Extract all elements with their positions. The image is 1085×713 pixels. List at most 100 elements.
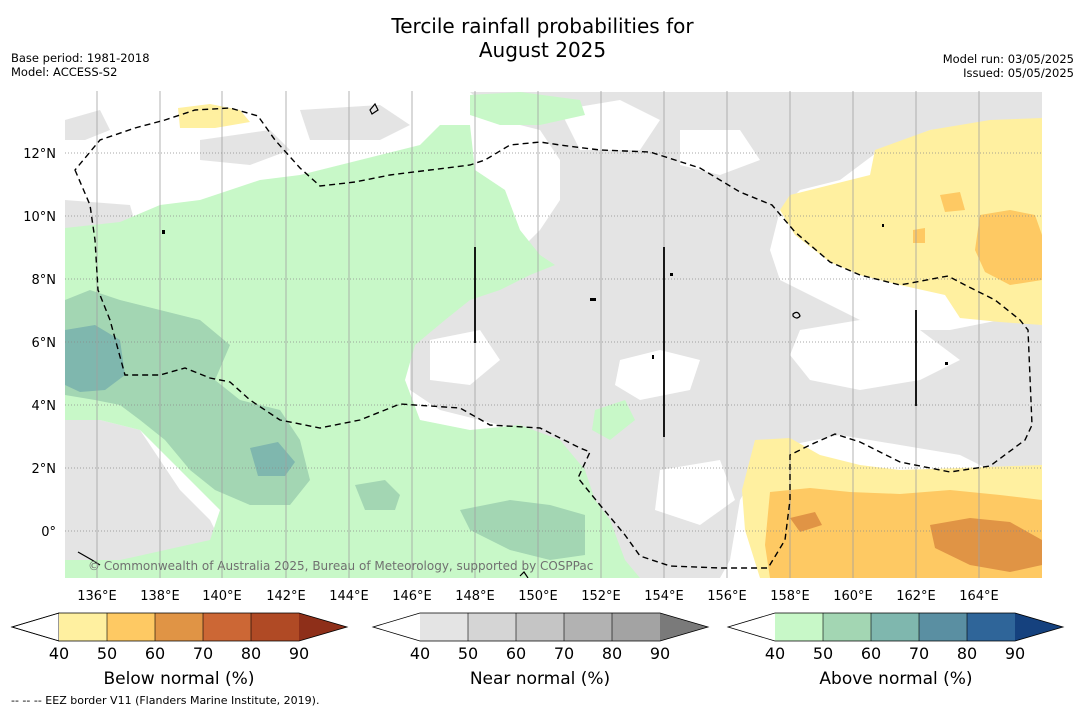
tick-above-40: 40 — [765, 644, 785, 663]
colorbar-below-bin-3 — [155, 613, 203, 641]
tick-near-40: 40 — [410, 644, 430, 663]
gap-south-right — [655, 460, 735, 525]
island-southwest — [77, 551, 101, 566]
lon-label: 158°E — [770, 589, 810, 604]
copyright-credit: © Commonwealth of Australia 2025, Bureau… — [88, 559, 593, 573]
tick-near-80: 80 — [602, 644, 622, 663]
gap-center-east — [790, 320, 960, 390]
colorbar-below-upper-cap — [299, 613, 347, 641]
chart-title: Tercile rainfall probabilities for Augus… — [0, 14, 1085, 62]
title-line-2: August 2025 — [478, 38, 607, 62]
tick-below-60: 60 — [145, 644, 165, 663]
gap-north-mid — [560, 100, 660, 150]
lon-label: 150°E — [518, 589, 558, 604]
lon-label: 152°E — [581, 589, 621, 604]
lat-label: 8°N — [32, 273, 57, 288]
lon-label: 140°E — [202, 589, 242, 604]
tick-above-80: 80 — [957, 644, 977, 663]
above-normal-label: Above normal (%) — [819, 669, 972, 689]
colorbar-titles: Below normal (%) Near normal (%) Above n… — [104, 669, 973, 689]
tick-above-70: 70 — [909, 644, 929, 663]
colorbar-above-dividers — [822, 613, 968, 641]
near-top-mid — [300, 105, 410, 140]
lon-label: 148°E — [455, 589, 495, 604]
near-top-strip — [200, 130, 290, 165]
grid-lines — [65, 91, 1042, 578]
tick-near-50: 50 — [458, 644, 478, 663]
island-north — [369, 102, 379, 115]
tick-near-90: 90 — [650, 644, 670, 663]
near-southwest — [65, 420, 230, 578]
lat-label: 0° — [41, 525, 56, 540]
lon-label: 154°E — [644, 589, 684, 604]
lon-label: 144°E — [329, 589, 369, 604]
lat-label: 12°N — [23, 147, 56, 162]
model-name: Model: ACCESS-S2 — [11, 65, 118, 79]
island-dot-6 — [882, 224, 884, 227]
colorbar-ticks: 40 50 60 70 80 90 40 50 60 70 80 90 40 5… — [49, 644, 1025, 663]
issued-date: Issued: 05/05/2025 — [963, 66, 1074, 80]
colorbar-near-bin-5 — [612, 613, 660, 641]
lat-label: 10°N — [23, 210, 56, 225]
colorbar-above-outline — [726, 612, 1065, 642]
colorbar-above-lower-cap — [728, 613, 775, 641]
colorbar-below-bin-2 — [107, 613, 155, 641]
colorbar-above-bin-2 — [823, 613, 871, 641]
tick-below-80: 80 — [241, 644, 261, 663]
island-south — [519, 571, 529, 578]
near-topleft — [65, 110, 110, 140]
island-dot-3 — [670, 273, 673, 276]
below-40-northeast — [780, 118, 1042, 325]
tick-above-60: 60 — [861, 644, 881, 663]
colorbar-above-bin-4 — [919, 613, 967, 641]
tick-above-90: 90 — [1005, 644, 1025, 663]
lon-label: 146°E — [392, 589, 432, 604]
lon-label: 138°E — [140, 589, 180, 604]
above-south-patch — [592, 400, 635, 440]
colorbar-below-lower-cap — [10, 612, 60, 642]
white-gaps — [430, 100, 960, 525]
below-50-small — [940, 192, 965, 212]
gap-east-mid — [615, 350, 700, 400]
eez-footnote: -- -- -- EEZ border V11 (Flanders Marine… — [11, 694, 320, 707]
model-run: Model run: 03/05/2025 — [942, 52, 1074, 66]
island-east — [792, 311, 801, 319]
colorbar-above-bin-1 — [775, 613, 823, 641]
colorbar-below — [10, 612, 349, 642]
lat-label: 6°N — [32, 336, 57, 351]
tick-near-60: 60 — [506, 644, 526, 663]
island-dots — [162, 224, 948, 365]
below-50-tiny — [913, 228, 925, 243]
near-normal-label: Near normal (%) — [470, 669, 610, 689]
colorbar-below-outline — [10, 612, 349, 642]
meta-right: Model run: 03/05/2025 Issued: 05/05/2025 — [943, 52, 1074, 80]
lon-label: 136°E — [77, 589, 117, 604]
colorbar-near-outline — [371, 612, 710, 642]
island-dot-5 — [652, 355, 654, 359]
boundary-lines — [474, 247, 917, 437]
colorbar-below-bin-1 — [59, 613, 107, 641]
colorbar-below-dividers — [106, 613, 252, 641]
tick-above-50: 50 — [813, 644, 833, 663]
colorbar-above — [726, 612, 1065, 642]
tick-below-40: 40 — [49, 644, 69, 663]
below-60-small — [790, 512, 822, 532]
colorbar-near-bin-4 — [564, 613, 612, 641]
colorbar-below-bin-4 — [203, 613, 251, 641]
lon-label: 164°E — [959, 589, 999, 604]
parallels — [65, 152, 1042, 532]
below-normal-regions — [178, 104, 1042, 578]
lon-axis-labels: 136°E 138°E 140°E 142°E 144°E 146°E 148°… — [77, 589, 999, 604]
colorbar-near — [371, 612, 710, 642]
colorbar-near-bin-2 — [468, 613, 516, 641]
above-60-south — [250, 442, 295, 476]
island-dot-1 — [162, 230, 165, 234]
gap-west-mid — [430, 330, 500, 385]
islands — [77, 102, 801, 578]
above-50-small — [355, 480, 400, 510]
below-60-southeast — [930, 518, 1042, 572]
lon-label: 162°E — [896, 589, 936, 604]
base-period: Base period: 1981-2018 — [11, 51, 150, 65]
colorbar-near-lower-cap — [373, 613, 420, 641]
